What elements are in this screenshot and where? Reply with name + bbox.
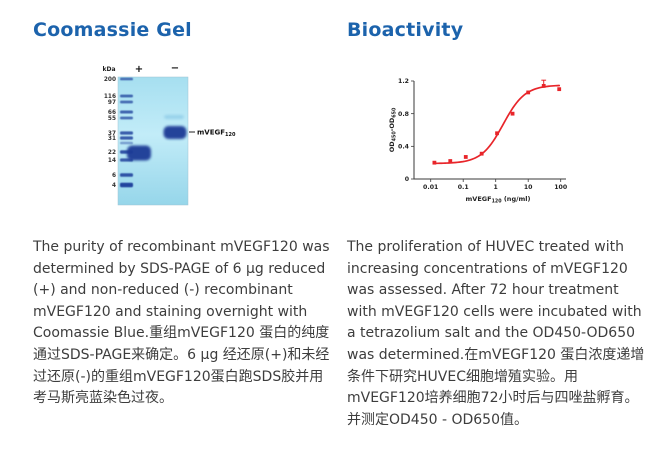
data-point-marker	[432, 160, 437, 165]
band-label-text: mVEGF	[197, 129, 225, 137]
gel-kda-unit-label: kDa	[102, 66, 115, 73]
x-tick-label: 1	[494, 184, 498, 191]
ladder-kda-label: 55	[108, 116, 116, 122]
ladder-band	[120, 136, 133, 140]
data-point-marker	[557, 87, 562, 92]
ladder-kda-label: 14	[108, 158, 116, 164]
ladder-band	[120, 100, 133, 104]
ladder-kda-label: 31	[108, 136, 116, 142]
y-label-sub1: 450	[392, 131, 398, 142]
chart-plot-area: 0.01 0.1 1 10 100 0 0.4 0.8 1.2	[398, 78, 568, 191]
dose-response-chart: 0.01 0.1 1 10 100 0 0.4 0.8 1.2 mVEGF120 (ng/ml)…	[388, 78, 568, 205]
y-label-od1: OD	[388, 141, 396, 153]
ladder-band	[120, 173, 133, 177]
coomassie-gel-description: The purity of recombinant mVEGF120 was d…	[33, 239, 330, 407]
x-tick-label: 100	[554, 184, 568, 191]
bioactivity-description: The proliferation of HUVEC treated with …	[347, 239, 645, 428]
x-tick-label: 0.1	[458, 184, 469, 191]
data-point-marker	[495, 131, 499, 136]
data-point-marker	[448, 159, 453, 163]
y-tick-label: 0	[405, 176, 410, 183]
ladder-band	[120, 116, 133, 120]
data-point-marker	[463, 155, 468, 159]
ladder-kda-label: 6	[112, 173, 116, 179]
chart-y-axis-label: OD450-OD650	[388, 107, 398, 152]
data-point-marker	[479, 151, 484, 156]
ladder-band	[120, 110, 133, 114]
bioactivity-title: Bioactivity	[347, 19, 464, 41]
y-tick-label: 0.8	[398, 111, 409, 118]
ladder-band	[120, 131, 133, 135]
ladder-kda-label: 4	[112, 183, 116, 189]
faint-band	[164, 115, 184, 119]
chart-axes	[413, 81, 566, 180]
ladder-band	[120, 94, 133, 98]
coomassie-gel-title: Coomassie Gel	[33, 19, 192, 41]
protein-band	[163, 126, 187, 139]
x-tick-label: 10	[524, 184, 533, 191]
data-point-marker	[510, 111, 515, 116]
ladder-band	[120, 182, 133, 188]
chart-x-axis-label: mVEGF120 (ng/ml)	[466, 195, 531, 205]
band-label-subscript: 120	[225, 132, 236, 138]
x-label-units: (ng/ml)	[502, 195, 531, 203]
ladder-kda-label: 116	[104, 94, 116, 100]
gel-lane-minus-label: −	[171, 63, 179, 74]
y-label-od2: -OD	[388, 117, 396, 131]
x-label-subscript: 120	[492, 199, 503, 205]
y-tick-label: 0.4	[398, 144, 410, 151]
y-label-sub2: 650	[392, 107, 398, 118]
data-point-marker	[526, 90, 531, 95]
ladder-kda-label: 37	[108, 131, 116, 137]
ladder-kda-label: 66	[108, 110, 116, 116]
dose-response-curve	[433, 84, 561, 165]
coomassie-gel-figure: kDa + − 200 116 97 66 55 37 31 22 14 6 4 mVEGF120	[100, 58, 240, 224]
ladder-kda-label: 97	[108, 100, 116, 106]
x-label-main: mVEGF	[466, 195, 492, 203]
protein-band	[127, 145, 151, 161]
ladder-band	[120, 141, 133, 145]
bioactivity-chart-figure: 0.01 0.1 1 10 100 0 0.4 0.8 1.2 mVEGF120 (ng/ml)…	[385, 70, 633, 212]
gel-lane-plus-label: +	[135, 64, 143, 75]
ladder-kda-label: 200	[104, 77, 116, 83]
y-tick-label: 1.2	[398, 78, 409, 85]
x-tick-label: 0.01	[423, 184, 438, 191]
ladder-kda-label: 22	[108, 150, 116, 156]
ladder-band	[120, 77, 133, 81]
gel-band-annotation: mVEGF120	[197, 129, 236, 139]
data-point-marker	[541, 84, 546, 88]
